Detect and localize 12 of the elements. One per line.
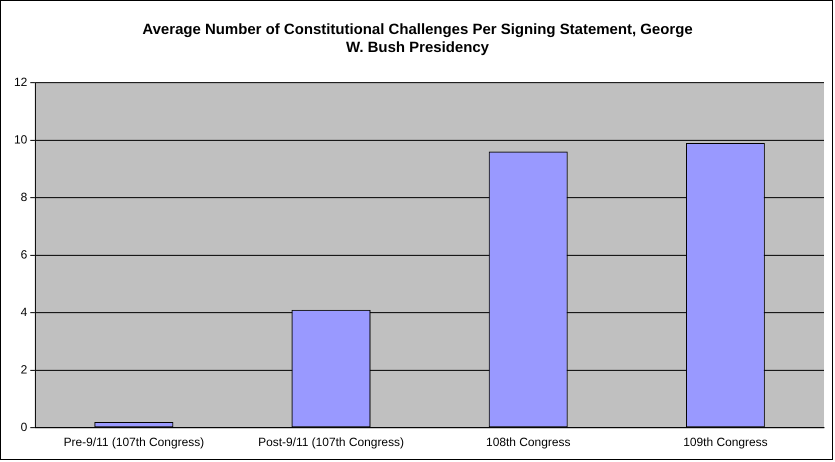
- y-tick-label: 12: [14, 74, 28, 89]
- x-tick-label: Pre-9/11 (107th Congress): [64, 435, 204, 450]
- x-tick-label: Post-9/11 (107th Congress): [258, 435, 404, 450]
- chart-title: Average Number of Constitutional Challenges Per Signing Statement, George W. Bush Presidency: [142, 21, 693, 56]
- y-tick-label: 2: [20, 362, 28, 377]
- y-tick-label: 0: [20, 420, 28, 434]
- x-tick-label: 109th Congress: [683, 435, 768, 450]
- y-tick-label: 6: [20, 248, 28, 262]
- y-tick-label: 10: [14, 132, 28, 146]
- y-tick-label: 8: [20, 190, 28, 204]
- x-tick-label: 108th Congress: [486, 435, 570, 450]
- y-tick-label: 4: [20, 305, 28, 319]
